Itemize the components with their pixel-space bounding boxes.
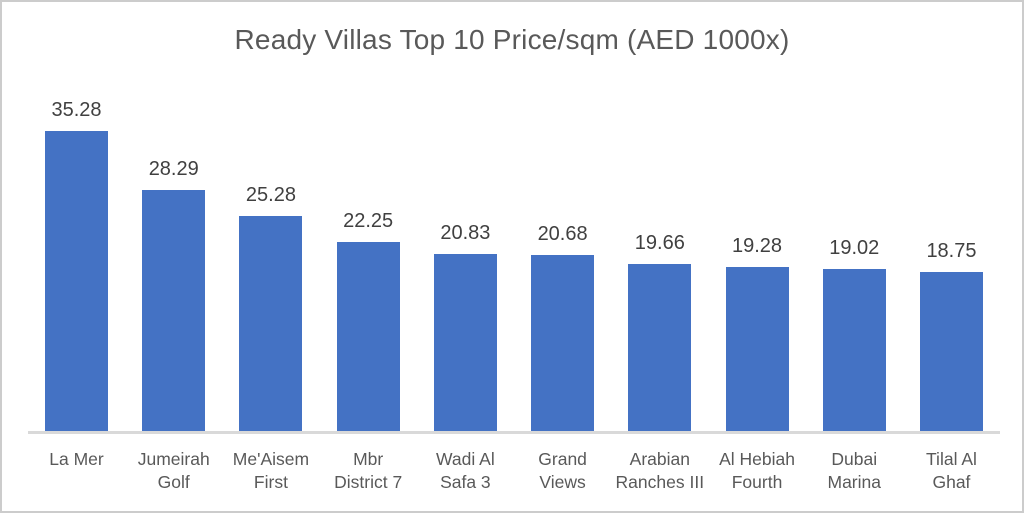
value-label-9: 19.02	[829, 237, 880, 259]
x-axis-label-7: Arabian Ranches III	[615, 449, 705, 492]
bar-3[interactable]	[239, 216, 303, 431]
x-axis-label-4: Mbr District 7	[334, 449, 403, 492]
x-axis-label-2: Jumeirah Golf	[137, 449, 210, 492]
bar-5[interactable]	[433, 254, 497, 431]
bar-7[interactable]	[628, 264, 692, 431]
value-label-10: 18.75	[926, 240, 977, 262]
x-axis-label-3: Me'Aisem First	[232, 449, 310, 492]
value-label-5: 20.83	[440, 222, 491, 244]
bar-4[interactable]	[336, 242, 400, 431]
x-axis-label-10: Tilal Al Ghaf	[926, 449, 977, 492]
x-axis-label-8: Al Hebiah Fourth	[719, 449, 795, 492]
value-label-1: 35.28	[51, 99, 102, 121]
chart-title: Ready Villas Top 10 Price/sqm (AED 1000x…	[234, 24, 790, 55]
bar-6[interactable]	[531, 255, 595, 431]
value-label-2: 28.29	[148, 158, 199, 180]
bar-1[interactable]	[45, 131, 108, 431]
bar-8[interactable]	[725, 267, 789, 431]
x-axis-label-1: La Mer	[49, 449, 104, 469]
x-axis-label-6: Grand Views	[538, 449, 587, 492]
x-axis-line	[28, 431, 1000, 434]
value-label-3: 25.28	[245, 184, 296, 206]
x-axis-label-5: Wadi Al Safa 3	[436, 449, 495, 492]
value-label-6: 20.68	[537, 223, 588, 245]
bar-10[interactable]	[919, 272, 983, 431]
value-label-8: 19.28	[732, 235, 783, 257]
value-label-7: 19.66	[634, 232, 685, 254]
x-axis-label-9: Dubai Marina	[827, 449, 882, 492]
value-label-4: 22.25	[343, 210, 394, 232]
bar-2[interactable]	[142, 190, 206, 431]
bar-9[interactable]	[822, 269, 886, 431]
